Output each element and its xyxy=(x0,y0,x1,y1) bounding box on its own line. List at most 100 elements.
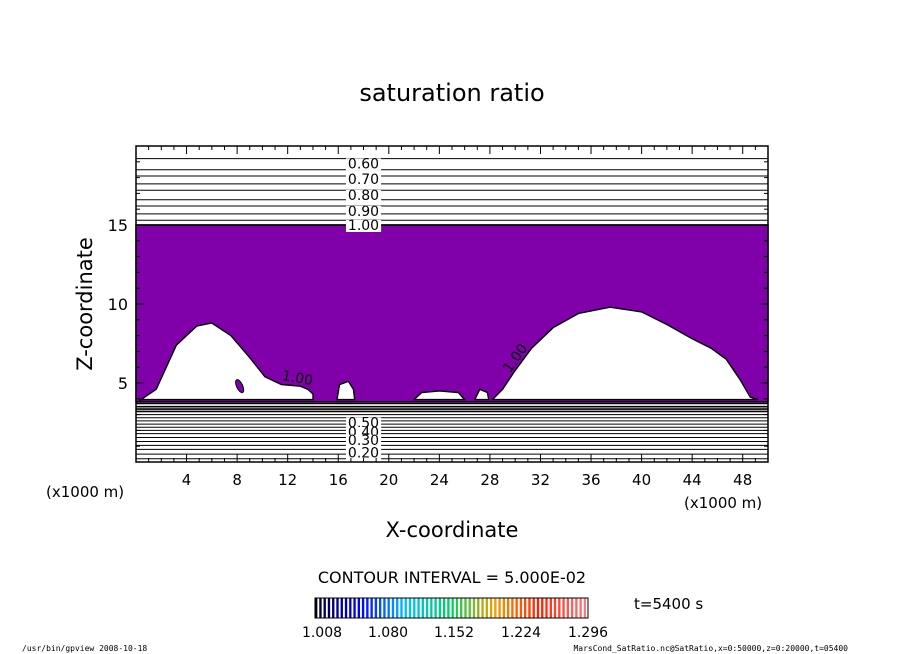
purple-blob xyxy=(235,379,245,394)
colorbar-swatch xyxy=(378,598,382,618)
colorbar-swatch xyxy=(519,598,523,618)
contour-label-inline: 1.00 xyxy=(281,368,314,389)
colorbar-swatch xyxy=(344,598,348,618)
contour-label: 0.90 xyxy=(348,204,379,220)
label-knockout xyxy=(345,174,382,187)
colorbar-swatch xyxy=(336,598,339,618)
colorbar-swatch xyxy=(477,598,480,618)
colorbar-swatch xyxy=(361,598,365,618)
colorbar-swatch xyxy=(387,598,390,618)
contour-label: 0.30 xyxy=(348,433,379,449)
x-tick-label: 16 xyxy=(329,471,348,489)
contour-label: 1.00 xyxy=(348,218,379,234)
x-tick-label: 44 xyxy=(683,471,702,489)
colorbar-swatch xyxy=(460,598,463,618)
colorbar-tick-label: 1.008 xyxy=(302,625,342,641)
x-tick-label: 48 xyxy=(733,471,752,489)
colorbar-swatch xyxy=(566,598,570,618)
colorbar-swatch xyxy=(511,598,514,618)
colorbar-swatch xyxy=(451,598,454,618)
contour-label: 0.70 xyxy=(348,172,379,188)
x-axis: 4 8 12 16 20 24 28 32 36 40 44 48 xyxy=(135,146,769,489)
label-knockout xyxy=(345,417,382,430)
colorbar-swatch xyxy=(468,598,471,618)
colorbar-swatch xyxy=(553,598,557,618)
x-tick-label: 4 xyxy=(182,471,192,489)
colorbar-swatch xyxy=(455,598,459,618)
contour-label: 0.20 xyxy=(348,446,379,462)
colorbar-swatch xyxy=(570,598,574,618)
colorbar-swatch xyxy=(357,598,361,618)
label-knockout xyxy=(345,434,382,447)
x-tick-label: 20 xyxy=(379,471,398,489)
colorbar-swatch xyxy=(524,598,527,618)
colorbar-swatch xyxy=(536,598,540,618)
contour-lines xyxy=(136,158,768,460)
colorbar-swatch xyxy=(575,598,578,618)
colorbar-tick-label: 1.224 xyxy=(501,625,541,641)
colorbar-swatch xyxy=(349,598,352,618)
x-tick-label: 28 xyxy=(480,471,499,489)
colorbar-swatch xyxy=(481,598,484,618)
colorbar-swatch xyxy=(562,598,565,618)
chart-title: saturation ratio xyxy=(359,79,544,107)
footer-left: /usr/bin/gpview 2008-10-18 xyxy=(22,644,147,653)
y-tick-label: 15 xyxy=(108,216,128,235)
colorbar-swatch xyxy=(391,598,395,618)
y-tick-label: 10 xyxy=(108,295,128,314)
colorbar-swatch xyxy=(396,598,399,618)
contour-interval: CONTOUR INTERVAL = 5.000E-02 xyxy=(318,568,586,587)
colorbar-tick-label: 1.152 xyxy=(434,625,474,641)
colorbar-swatch xyxy=(315,598,318,618)
colorbar-swatch xyxy=(353,598,356,618)
colorbar-swatch xyxy=(528,598,531,618)
purple-region xyxy=(135,224,769,403)
colorbar-swatch xyxy=(430,598,433,618)
colorbar-swatch xyxy=(417,598,420,618)
colorbar-swatch xyxy=(408,598,412,618)
footer-right: MarsCond_SatRatio.nc@SatRatio,x=0:50000,… xyxy=(573,644,848,653)
colorbar-swatch xyxy=(404,598,407,618)
colorbar-tick-label: 1.296 xyxy=(568,625,608,641)
contour-label: 0.80 xyxy=(348,188,379,204)
label-knockout xyxy=(345,220,382,232)
colorbar-swatch xyxy=(549,598,552,618)
supersaturated-fill xyxy=(135,224,769,403)
x-units-right: (x1000 m) xyxy=(684,494,762,512)
colorbar-swatch xyxy=(532,598,535,618)
colorbar-swatch xyxy=(413,598,416,618)
colorbar-swatch xyxy=(332,598,335,618)
colorbar-swatch xyxy=(434,598,437,618)
x-tick-label: 24 xyxy=(430,471,449,489)
colorbar-swatch xyxy=(485,598,488,618)
contour-label: 0.60 xyxy=(348,156,379,172)
colorbar: 1.008 1.080 1.152 1.224 1.296 xyxy=(302,597,608,641)
colorbar-swatch xyxy=(472,598,476,618)
colorbar-tick-label: 1.080 xyxy=(368,625,408,641)
colorbar-swatch xyxy=(494,598,497,618)
x-units-left: (x1000 m) xyxy=(46,483,124,501)
x-tick-label: 40 xyxy=(632,471,651,489)
colorbar-swatch xyxy=(340,598,343,618)
y-axis: 5 10 15 xyxy=(108,145,768,463)
colorbar-swatch xyxy=(558,598,561,618)
colorbar-swatch xyxy=(541,598,544,618)
label-knockout xyxy=(345,447,382,460)
colorbar-swatch xyxy=(502,598,506,618)
contour-labels: 0.600.700.800.901.000.500.400.300.201.00… xyxy=(281,156,532,461)
x-tick-label: 36 xyxy=(581,471,600,489)
x-tick-label: 12 xyxy=(278,471,297,489)
colorbar-swatch xyxy=(438,598,442,618)
colorbar-swatch xyxy=(498,598,501,618)
colorbar-swatch xyxy=(421,598,424,618)
colorbar-swatch xyxy=(447,598,450,618)
colorbar-swatch xyxy=(583,598,587,618)
colorbar-swatch xyxy=(579,598,582,618)
colorbar-swatch xyxy=(489,598,493,618)
colorbar-swatch xyxy=(366,598,369,618)
y-axis-label: Z-coordinate xyxy=(73,237,97,371)
x-axis-label: X-coordinate xyxy=(386,518,519,542)
colorbar-swatch xyxy=(515,598,518,618)
time-label: t=5400 s xyxy=(634,595,703,613)
